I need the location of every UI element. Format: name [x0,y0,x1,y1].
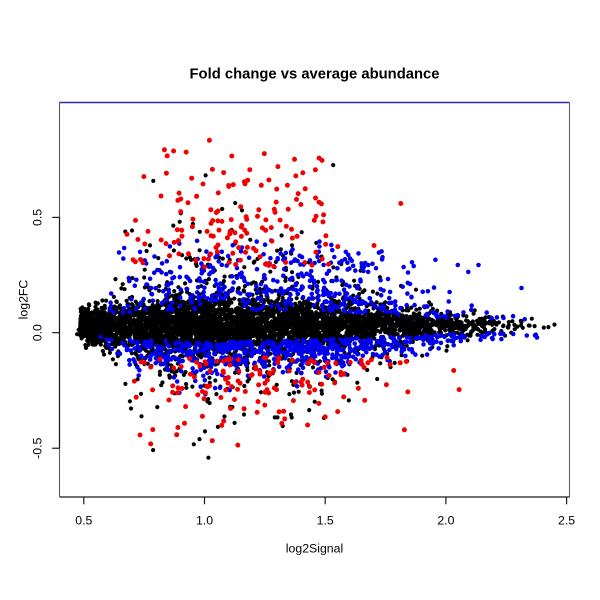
svg-text:1.0: 1.0 [196,513,213,527]
svg-text:log2FC: log2FC [17,280,31,320]
svg-text:0.0: 0.0 [31,324,45,341]
svg-text:log2Signal: log2Signal [286,542,343,556]
svg-text:2.0: 2.0 [437,513,454,527]
svg-text:0.5: 0.5 [31,209,45,226]
svg-text:0.5: 0.5 [75,513,92,527]
svg-text:1.5: 1.5 [317,513,334,527]
svg-text:Fold change vs average abundan: Fold change vs average abundance [190,67,440,83]
svg-text:-0.5: -0.5 [31,438,45,459]
svg-text:2.5: 2.5 [558,513,575,527]
